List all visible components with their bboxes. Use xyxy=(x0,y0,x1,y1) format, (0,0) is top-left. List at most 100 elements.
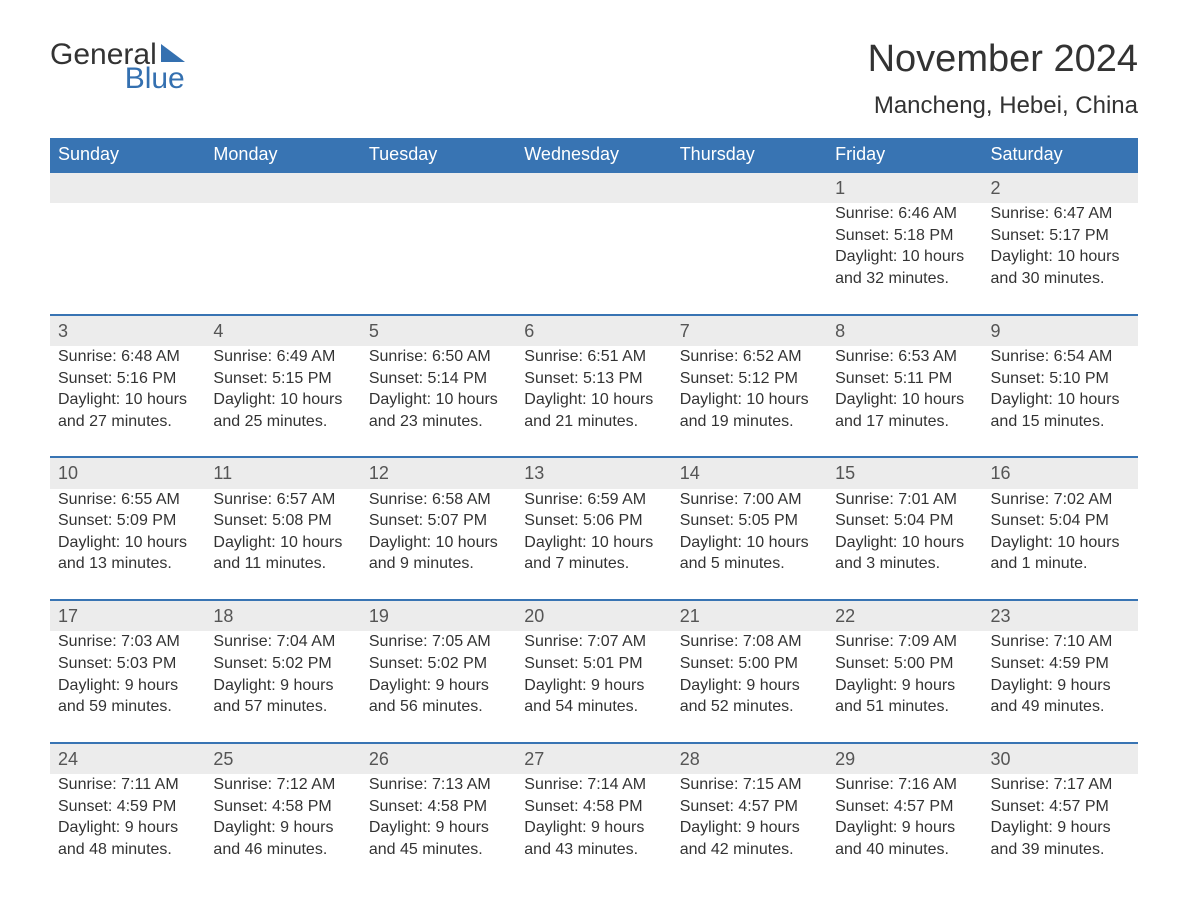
day-number-cell: 14 xyxy=(672,457,827,488)
sunrise-text: Sunrise: 7:03 AM xyxy=(58,631,197,653)
daylight-text: Daylight: 10 hours and 5 minutes. xyxy=(680,532,819,575)
day-info-cell: Sunrise: 6:49 AMSunset: 5:15 PMDaylight:… xyxy=(205,346,360,457)
day-number-cell: 23 xyxy=(983,600,1138,631)
weekday-header: Saturday xyxy=(983,138,1138,172)
day-info-cell: Sunrise: 6:46 AMSunset: 5:18 PMDaylight:… xyxy=(827,203,982,314)
sunset-text: Sunset: 5:14 PM xyxy=(369,368,508,390)
sunset-text: Sunset: 5:00 PM xyxy=(680,653,819,675)
sunset-text: Sunset: 5:15 PM xyxy=(213,368,352,390)
sunrise-text: Sunrise: 6:57 AM xyxy=(213,489,352,511)
day-number-cell: 19 xyxy=(361,600,516,631)
daylight-text: Daylight: 10 hours and 27 minutes. xyxy=(58,389,197,432)
day-info-row: Sunrise: 7:03 AMSunset: 5:03 PMDaylight:… xyxy=(50,631,1138,742)
sunset-text: Sunset: 5:09 PM xyxy=(58,510,197,532)
daylight-text: Daylight: 10 hours and 17 minutes. xyxy=(835,389,974,432)
sunset-text: Sunset: 5:13 PM xyxy=(524,368,663,390)
sunrise-text: Sunrise: 7:12 AM xyxy=(213,774,352,796)
day-number-cell xyxy=(672,172,827,203)
weekday-header: Tuesday xyxy=(361,138,516,172)
sunrise-text: Sunrise: 6:52 AM xyxy=(680,346,819,368)
daylight-text: Daylight: 9 hours and 56 minutes. xyxy=(369,675,508,718)
sunset-text: Sunset: 5:12 PM xyxy=(680,368,819,390)
sunrise-text: Sunrise: 6:55 AM xyxy=(58,489,197,511)
day-number-cell: 13 xyxy=(516,457,671,488)
day-info-cell: Sunrise: 7:11 AMSunset: 4:59 PMDaylight:… xyxy=(50,774,205,884)
daylight-text: Daylight: 10 hours and 23 minutes. xyxy=(369,389,508,432)
sunset-text: Sunset: 5:04 PM xyxy=(835,510,974,532)
location-text: Mancheng, Hebei, China xyxy=(868,92,1138,120)
daylight-text: Daylight: 10 hours and 32 minutes. xyxy=(835,246,974,289)
sunrise-text: Sunrise: 7:14 AM xyxy=(524,774,663,796)
daynum-row: 10111213141516 xyxy=(50,457,1138,488)
sunset-text: Sunset: 5:04 PM xyxy=(991,510,1130,532)
weekday-header-row: SundayMondayTuesdayWednesdayThursdayFrid… xyxy=(50,138,1138,172)
day-info-cell: Sunrise: 6:59 AMSunset: 5:06 PMDaylight:… xyxy=(516,489,671,600)
sunset-text: Sunset: 4:58 PM xyxy=(213,796,352,818)
sunset-text: Sunset: 4:59 PM xyxy=(58,796,197,818)
day-info-cell: Sunrise: 7:13 AMSunset: 4:58 PMDaylight:… xyxy=(361,774,516,884)
day-info-row: Sunrise: 6:55 AMSunset: 5:09 PMDaylight:… xyxy=(50,489,1138,600)
sunset-text: Sunset: 5:02 PM xyxy=(213,653,352,675)
daylight-text: Daylight: 9 hours and 48 minutes. xyxy=(58,817,197,860)
day-info-cell: Sunrise: 7:01 AMSunset: 5:04 PMDaylight:… xyxy=(827,489,982,600)
weekday-header: Sunday xyxy=(50,138,205,172)
day-info-cell: Sunrise: 6:52 AMSunset: 5:12 PMDaylight:… xyxy=(672,346,827,457)
daylight-text: Daylight: 9 hours and 49 minutes. xyxy=(991,675,1130,718)
day-info-cell: Sunrise: 7:17 AMSunset: 4:57 PMDaylight:… xyxy=(983,774,1138,884)
daylight-text: Daylight: 9 hours and 52 minutes. xyxy=(680,675,819,718)
day-info-row: Sunrise: 6:48 AMSunset: 5:16 PMDaylight:… xyxy=(50,346,1138,457)
day-number-cell: 20 xyxy=(516,600,671,631)
day-info-cell: Sunrise: 6:54 AMSunset: 5:10 PMDaylight:… xyxy=(983,346,1138,457)
sunrise-text: Sunrise: 6:58 AM xyxy=(369,489,508,511)
sunrise-text: Sunrise: 7:13 AM xyxy=(369,774,508,796)
day-number-cell: 1 xyxy=(827,172,982,203)
weekday-header: Wednesday xyxy=(516,138,671,172)
daylight-text: Daylight: 10 hours and 13 minutes. xyxy=(58,532,197,575)
day-info-cell: Sunrise: 7:07 AMSunset: 5:01 PMDaylight:… xyxy=(516,631,671,742)
daylight-text: Daylight: 10 hours and 25 minutes. xyxy=(213,389,352,432)
day-number-cell: 8 xyxy=(827,315,982,346)
day-number-cell: 30 xyxy=(983,743,1138,774)
sunrise-text: Sunrise: 6:54 AM xyxy=(991,346,1130,368)
brand-word2: Blue xyxy=(125,64,185,94)
sunrise-text: Sunrise: 7:10 AM xyxy=(991,631,1130,653)
weekday-header: Monday xyxy=(205,138,360,172)
sunrise-text: Sunrise: 7:09 AM xyxy=(835,631,974,653)
day-info-cell xyxy=(672,203,827,314)
sunrise-text: Sunrise: 6:50 AM xyxy=(369,346,508,368)
day-info-cell: Sunrise: 6:55 AMSunset: 5:09 PMDaylight:… xyxy=(50,489,205,600)
daylight-text: Daylight: 9 hours and 42 minutes. xyxy=(680,817,819,860)
day-number-cell: 28 xyxy=(672,743,827,774)
daylight-text: Daylight: 10 hours and 11 minutes. xyxy=(213,532,352,575)
day-number-cell: 12 xyxy=(361,457,516,488)
day-number-cell xyxy=(50,172,205,203)
sunrise-text: Sunrise: 7:17 AM xyxy=(991,774,1130,796)
day-info-row: Sunrise: 6:46 AMSunset: 5:18 PMDaylight:… xyxy=(50,203,1138,314)
day-number-cell xyxy=(361,172,516,203)
sunset-text: Sunset: 4:57 PM xyxy=(835,796,974,818)
sunrise-text: Sunrise: 6:46 AM xyxy=(835,203,974,225)
daynum-row: 12 xyxy=(50,172,1138,203)
sunset-text: Sunset: 5:16 PM xyxy=(58,368,197,390)
sunrise-text: Sunrise: 6:49 AM xyxy=(213,346,352,368)
day-number-cell: 21 xyxy=(672,600,827,631)
day-info-cell: Sunrise: 7:05 AMSunset: 5:02 PMDaylight:… xyxy=(361,631,516,742)
day-number-cell xyxy=(516,172,671,203)
day-number-cell: 27 xyxy=(516,743,671,774)
sunset-text: Sunset: 4:59 PM xyxy=(991,653,1130,675)
day-number-cell: 9 xyxy=(983,315,1138,346)
day-info-cell: Sunrise: 7:03 AMSunset: 5:03 PMDaylight:… xyxy=(50,631,205,742)
sunset-text: Sunset: 4:57 PM xyxy=(991,796,1130,818)
sunrise-text: Sunrise: 6:59 AM xyxy=(524,489,663,511)
sunset-text: Sunset: 5:01 PM xyxy=(524,653,663,675)
daylight-text: Daylight: 10 hours and 15 minutes. xyxy=(991,389,1130,432)
sunrise-text: Sunrise: 7:00 AM xyxy=(680,489,819,511)
day-number-cell: 29 xyxy=(827,743,982,774)
day-number-cell: 24 xyxy=(50,743,205,774)
sunset-text: Sunset: 4:57 PM xyxy=(680,796,819,818)
sunrise-text: Sunrise: 7:16 AM xyxy=(835,774,974,796)
daylight-text: Daylight: 9 hours and 46 minutes. xyxy=(213,817,352,860)
day-info-cell: Sunrise: 6:47 AMSunset: 5:17 PMDaylight:… xyxy=(983,203,1138,314)
page-header: General Blue November 2024 Mancheng, Heb… xyxy=(50,40,1138,120)
daylight-text: Daylight: 9 hours and 43 minutes. xyxy=(524,817,663,860)
